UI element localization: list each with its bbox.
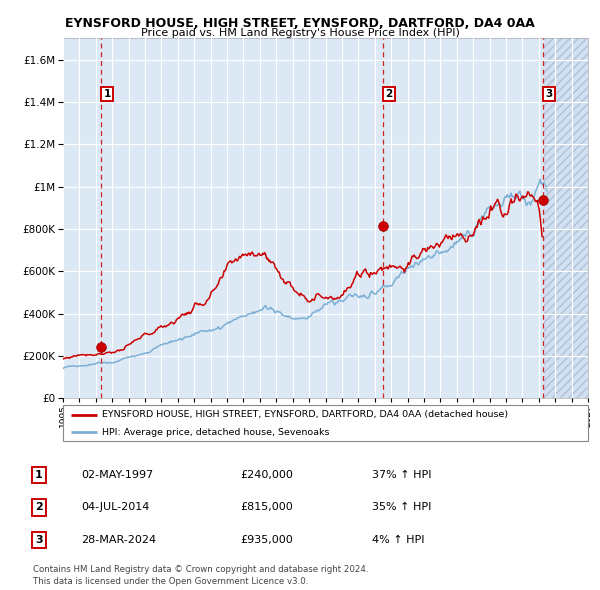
Bar xyxy=(544,38,588,398)
Text: £935,000: £935,000 xyxy=(240,535,293,545)
Text: 28-MAR-2024: 28-MAR-2024 xyxy=(81,535,156,545)
Text: 3: 3 xyxy=(35,535,43,545)
Text: 35% ↑ HPI: 35% ↑ HPI xyxy=(372,503,431,512)
Text: 02-MAY-1997: 02-MAY-1997 xyxy=(81,470,153,480)
Text: Contains HM Land Registry data © Crown copyright and database right 2024.: Contains HM Land Registry data © Crown c… xyxy=(33,565,368,574)
Text: 4% ↑ HPI: 4% ↑ HPI xyxy=(372,535,425,545)
Text: EYNSFORD HOUSE, HIGH STREET, EYNSFORD, DARTFORD, DA4 0AA: EYNSFORD HOUSE, HIGH STREET, EYNSFORD, D… xyxy=(65,17,535,30)
Text: This data is licensed under the Open Government Licence v3.0.: This data is licensed under the Open Gov… xyxy=(33,577,308,586)
Text: 2: 2 xyxy=(385,89,392,99)
Text: 04-JUL-2014: 04-JUL-2014 xyxy=(81,503,149,512)
Text: 3: 3 xyxy=(545,89,553,99)
Text: EYNSFORD HOUSE, HIGH STREET, EYNSFORD, DARTFORD, DA4 0AA (detached house): EYNSFORD HOUSE, HIGH STREET, EYNSFORD, D… xyxy=(103,410,509,419)
FancyBboxPatch shape xyxy=(63,405,588,441)
Text: 37% ↑ HPI: 37% ↑ HPI xyxy=(372,470,431,480)
Text: 1: 1 xyxy=(35,470,43,480)
Text: £815,000: £815,000 xyxy=(240,503,293,512)
Bar xyxy=(544,38,588,398)
Text: 1: 1 xyxy=(104,89,111,99)
Text: 2: 2 xyxy=(35,503,43,512)
Text: HPI: Average price, detached house, Sevenoaks: HPI: Average price, detached house, Seve… xyxy=(103,428,330,437)
Text: £240,000: £240,000 xyxy=(240,470,293,480)
Text: Price paid vs. HM Land Registry's House Price Index (HPI): Price paid vs. HM Land Registry's House … xyxy=(140,28,460,38)
